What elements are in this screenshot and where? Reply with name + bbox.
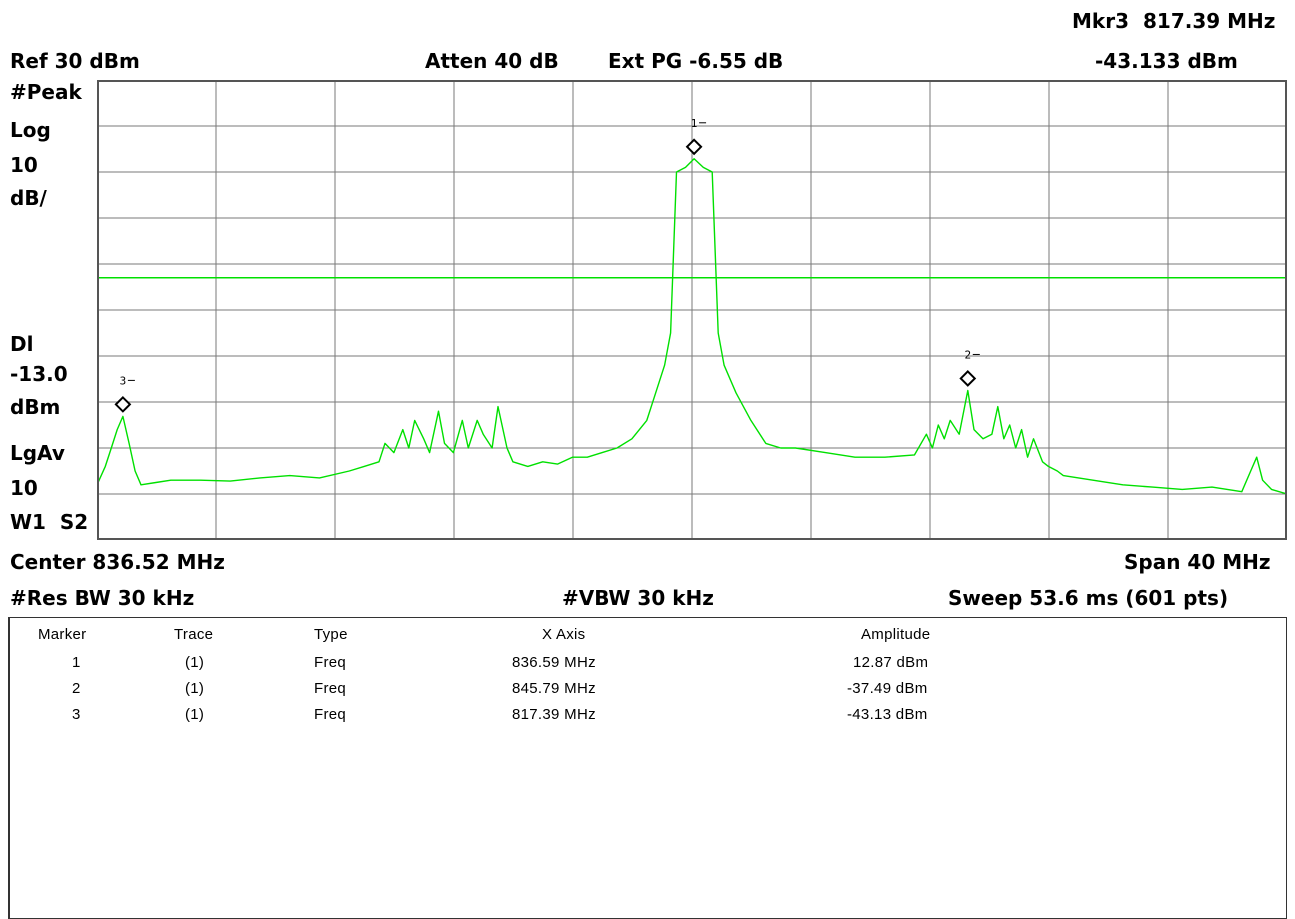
col-header-marker: Marker [38,626,87,643]
table-cell-trace: (1) [185,654,205,671]
attenuation: Atten 40 dB [425,49,559,73]
marker-2-diamond [959,370,977,387]
col-header-trace: Trace [174,626,214,643]
center-frequency: Center 836.52 MHz [10,550,225,574]
marker-1-diamond [685,138,703,156]
marker-layer: 1 2 3 [114,117,980,413]
scale-type: Log [10,118,51,142]
table-cell-type: Freq [314,706,347,723]
marker-3-label: 3 [120,374,127,387]
graticule [97,80,1287,540]
marker-3-diamond [114,395,132,413]
marker-2-label: 2 [964,348,971,361]
col-header-x-axis: X Axis [542,626,586,643]
average-label: LgAv [10,441,65,465]
marker-readout-label: Mkr3 [1072,9,1129,33]
average-count: 10 [10,476,38,500]
table-cell-x-axis: 836.59 MHz [512,654,596,671]
reference-level: Ref 30 dBm [10,49,140,73]
col-header-type: Type [314,626,348,643]
video-bandwidth: #VBW 30 kHz [562,586,714,610]
table-cell-marker: 1 [72,654,81,671]
table-cell-amplitude: -37.49 dBm [847,680,928,697]
table-cell-type: Freq [314,654,347,671]
plot-frame [97,80,1287,540]
table-cell-x-axis: 817.39 MHz [512,706,596,723]
resolution-bandwidth: #Res BW 30 kHz [10,586,195,610]
spectrum-plot: 1 2 3 [97,80,1287,540]
marker-readout-frequency: 817.39 MHz [1143,9,1276,33]
scale-value: 10 [10,153,38,177]
external-preamp-gain: Ext PG -6.55 dB [608,49,784,73]
frequency-span: Span 40 MHz [1124,550,1271,574]
col-header-amplitude: Amplitude [861,626,931,643]
table-cell-marker: 2 [72,680,81,697]
display-line-value: -13.0 [10,362,68,386]
scale-unit: dB/ [10,186,47,210]
table-cell-marker: 3 [72,706,81,723]
trace-state: W1 S2 [10,510,89,534]
marker-1-label: 1 [691,117,698,130]
table-cell-trace: (1) [185,706,205,723]
table-cell-x-axis: 845.79 MHz [512,680,596,697]
sweep-time: Sweep 53.6 ms (601 pts) [948,586,1229,610]
marker-table: Marker Trace Type X Axis Amplitude 1 (1)… [8,617,1287,919]
table-cell-amplitude: -43.13 dBm [847,706,928,723]
display-line-unit: dBm [10,395,61,419]
table-cell-type: Freq [314,680,347,697]
table-cell-trace: (1) [185,680,205,697]
marker-readout-amplitude: -43.133 dBm [1095,49,1238,73]
table-cell-amplitude: 12.87 dBm [853,654,929,671]
display-line-label: Dl [10,332,34,356]
trace-1-line [97,158,1287,495]
detector-mode: #Peak [10,80,82,104]
